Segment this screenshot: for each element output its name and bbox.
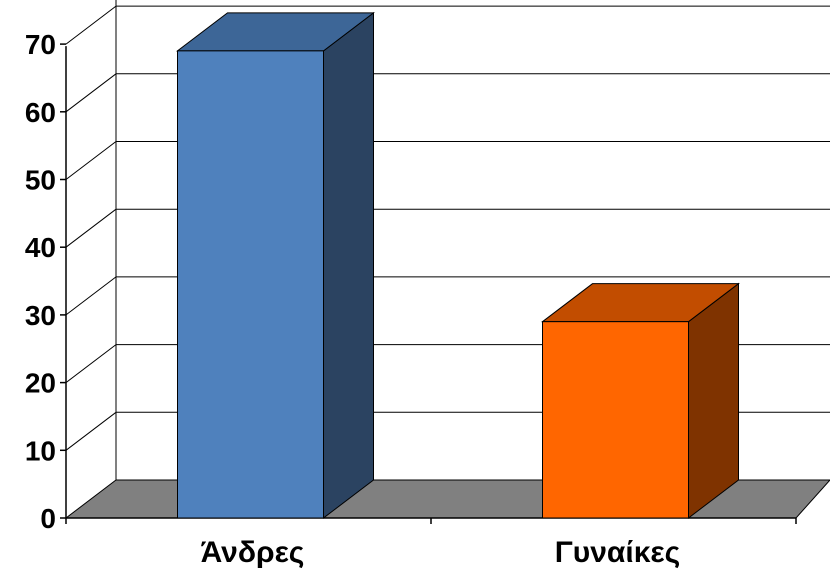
bar-side-face [688,282,739,520]
bar-front-face [177,50,324,519]
y-tick-label: 60 [25,97,56,128]
bar-2 [541,282,740,520]
y-tick-label: 20 [25,368,56,399]
y-tick-label: 70 [25,29,56,60]
gridline-depth [65,5,117,45]
y-tick-label: 50 [25,165,56,196]
gridline-depth [65,411,117,451]
y-tick-label: 10 [25,435,56,466]
gridline-depth [65,344,117,383]
gridline-depth [65,208,117,248]
gridline-depth [65,276,117,316]
bars [176,11,740,520]
y-tick-label: 40 [25,232,56,263]
x-category-label: Άνδρες [201,536,305,569]
gridline-depth [65,141,117,180]
bar-1 [176,11,375,520]
bar-front-face [542,321,689,519]
bar-side-face [323,11,374,520]
labels: 0 10 20 30 40 50 60 70 Άνδρες Γυναίκες [25,29,680,569]
x-category-label: Γυναίκες [555,536,681,569]
gridline-depth [65,73,117,113]
y-tick-label: 30 [25,300,56,331]
y-tick-label: 0 [40,503,56,534]
